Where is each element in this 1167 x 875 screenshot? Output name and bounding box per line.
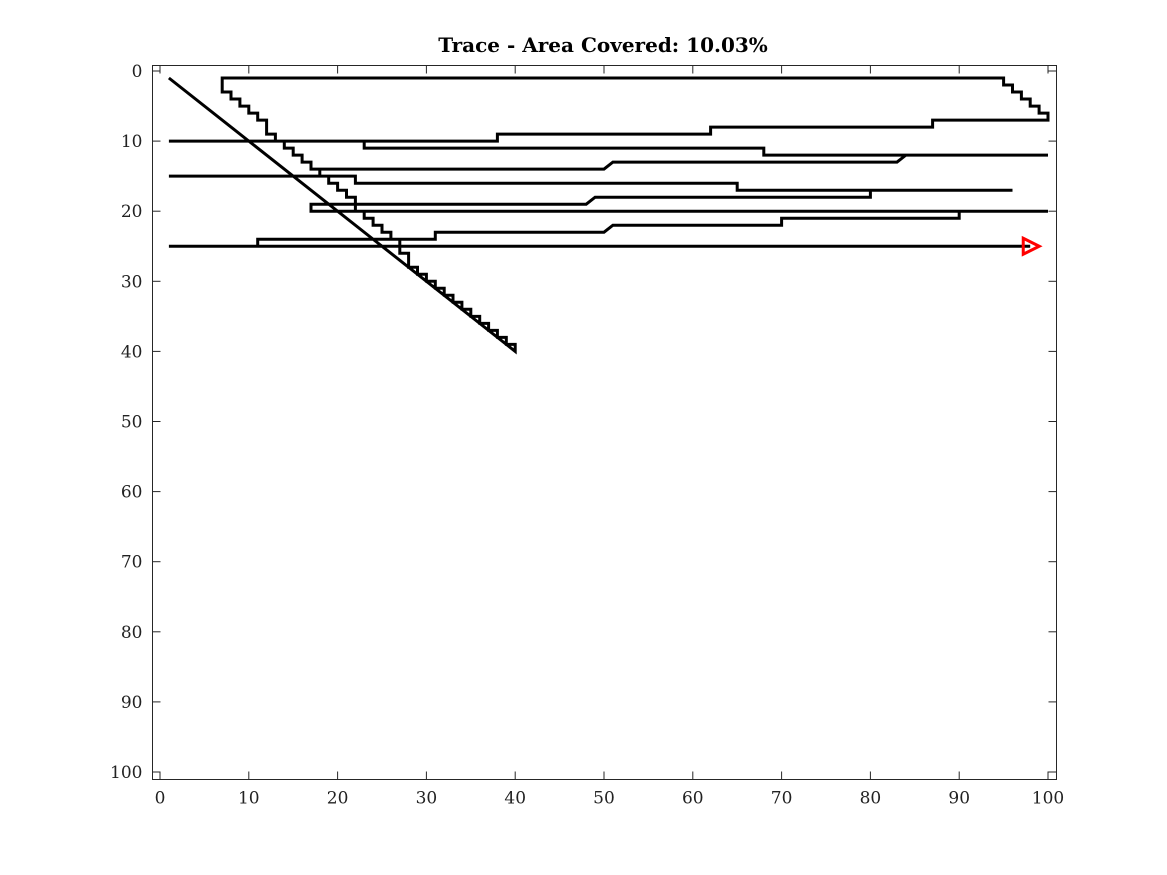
x-tick-label: 40: [504, 789, 526, 809]
y-tick-label: 100: [110, 763, 142, 783]
end-marker: [1021, 235, 1043, 257]
y-tick-label: 50: [121, 413, 143, 433]
x-tick-label: 70: [771, 789, 793, 809]
y-tick-label: 30: [121, 272, 143, 292]
x-tick-label: 90: [948, 789, 970, 809]
x-tick-label: 0: [155, 789, 166, 809]
y-tick-label: 70: [121, 553, 143, 573]
y-tick-label: 40: [121, 342, 143, 362]
x-tick-label: 50: [593, 789, 615, 809]
x-tick-label: 20: [327, 789, 349, 809]
x-tick-label: 60: [682, 789, 704, 809]
axes-box: [152, 65, 1057, 780]
y-tick-label: 60: [121, 483, 143, 503]
y-tick-label: 10: [121, 132, 143, 152]
x-tick-label: 10: [238, 789, 260, 809]
tick-labels: 0 10 20 30 40 50 60 70 80 90 100 0 10 20 30 40 50 60 70 80 9…: [110, 62, 1064, 809]
axis-ticks: [152, 65, 1057, 780]
plot-area: [167, 76, 1050, 355]
chart-title: Trace - Area Covered: 10.03%: [438, 33, 768, 57]
y-tick-label: 20: [121, 202, 143, 222]
y-tick-label: 0: [132, 62, 143, 82]
x-tick-label: 30: [416, 789, 438, 809]
x-tick-label: 100: [1032, 789, 1064, 809]
trace-line: [167, 76, 1050, 355]
y-tick-label: 90: [121, 693, 143, 713]
x-tick-label: 80: [860, 789, 882, 809]
y-tick-label: 80: [121, 623, 143, 643]
